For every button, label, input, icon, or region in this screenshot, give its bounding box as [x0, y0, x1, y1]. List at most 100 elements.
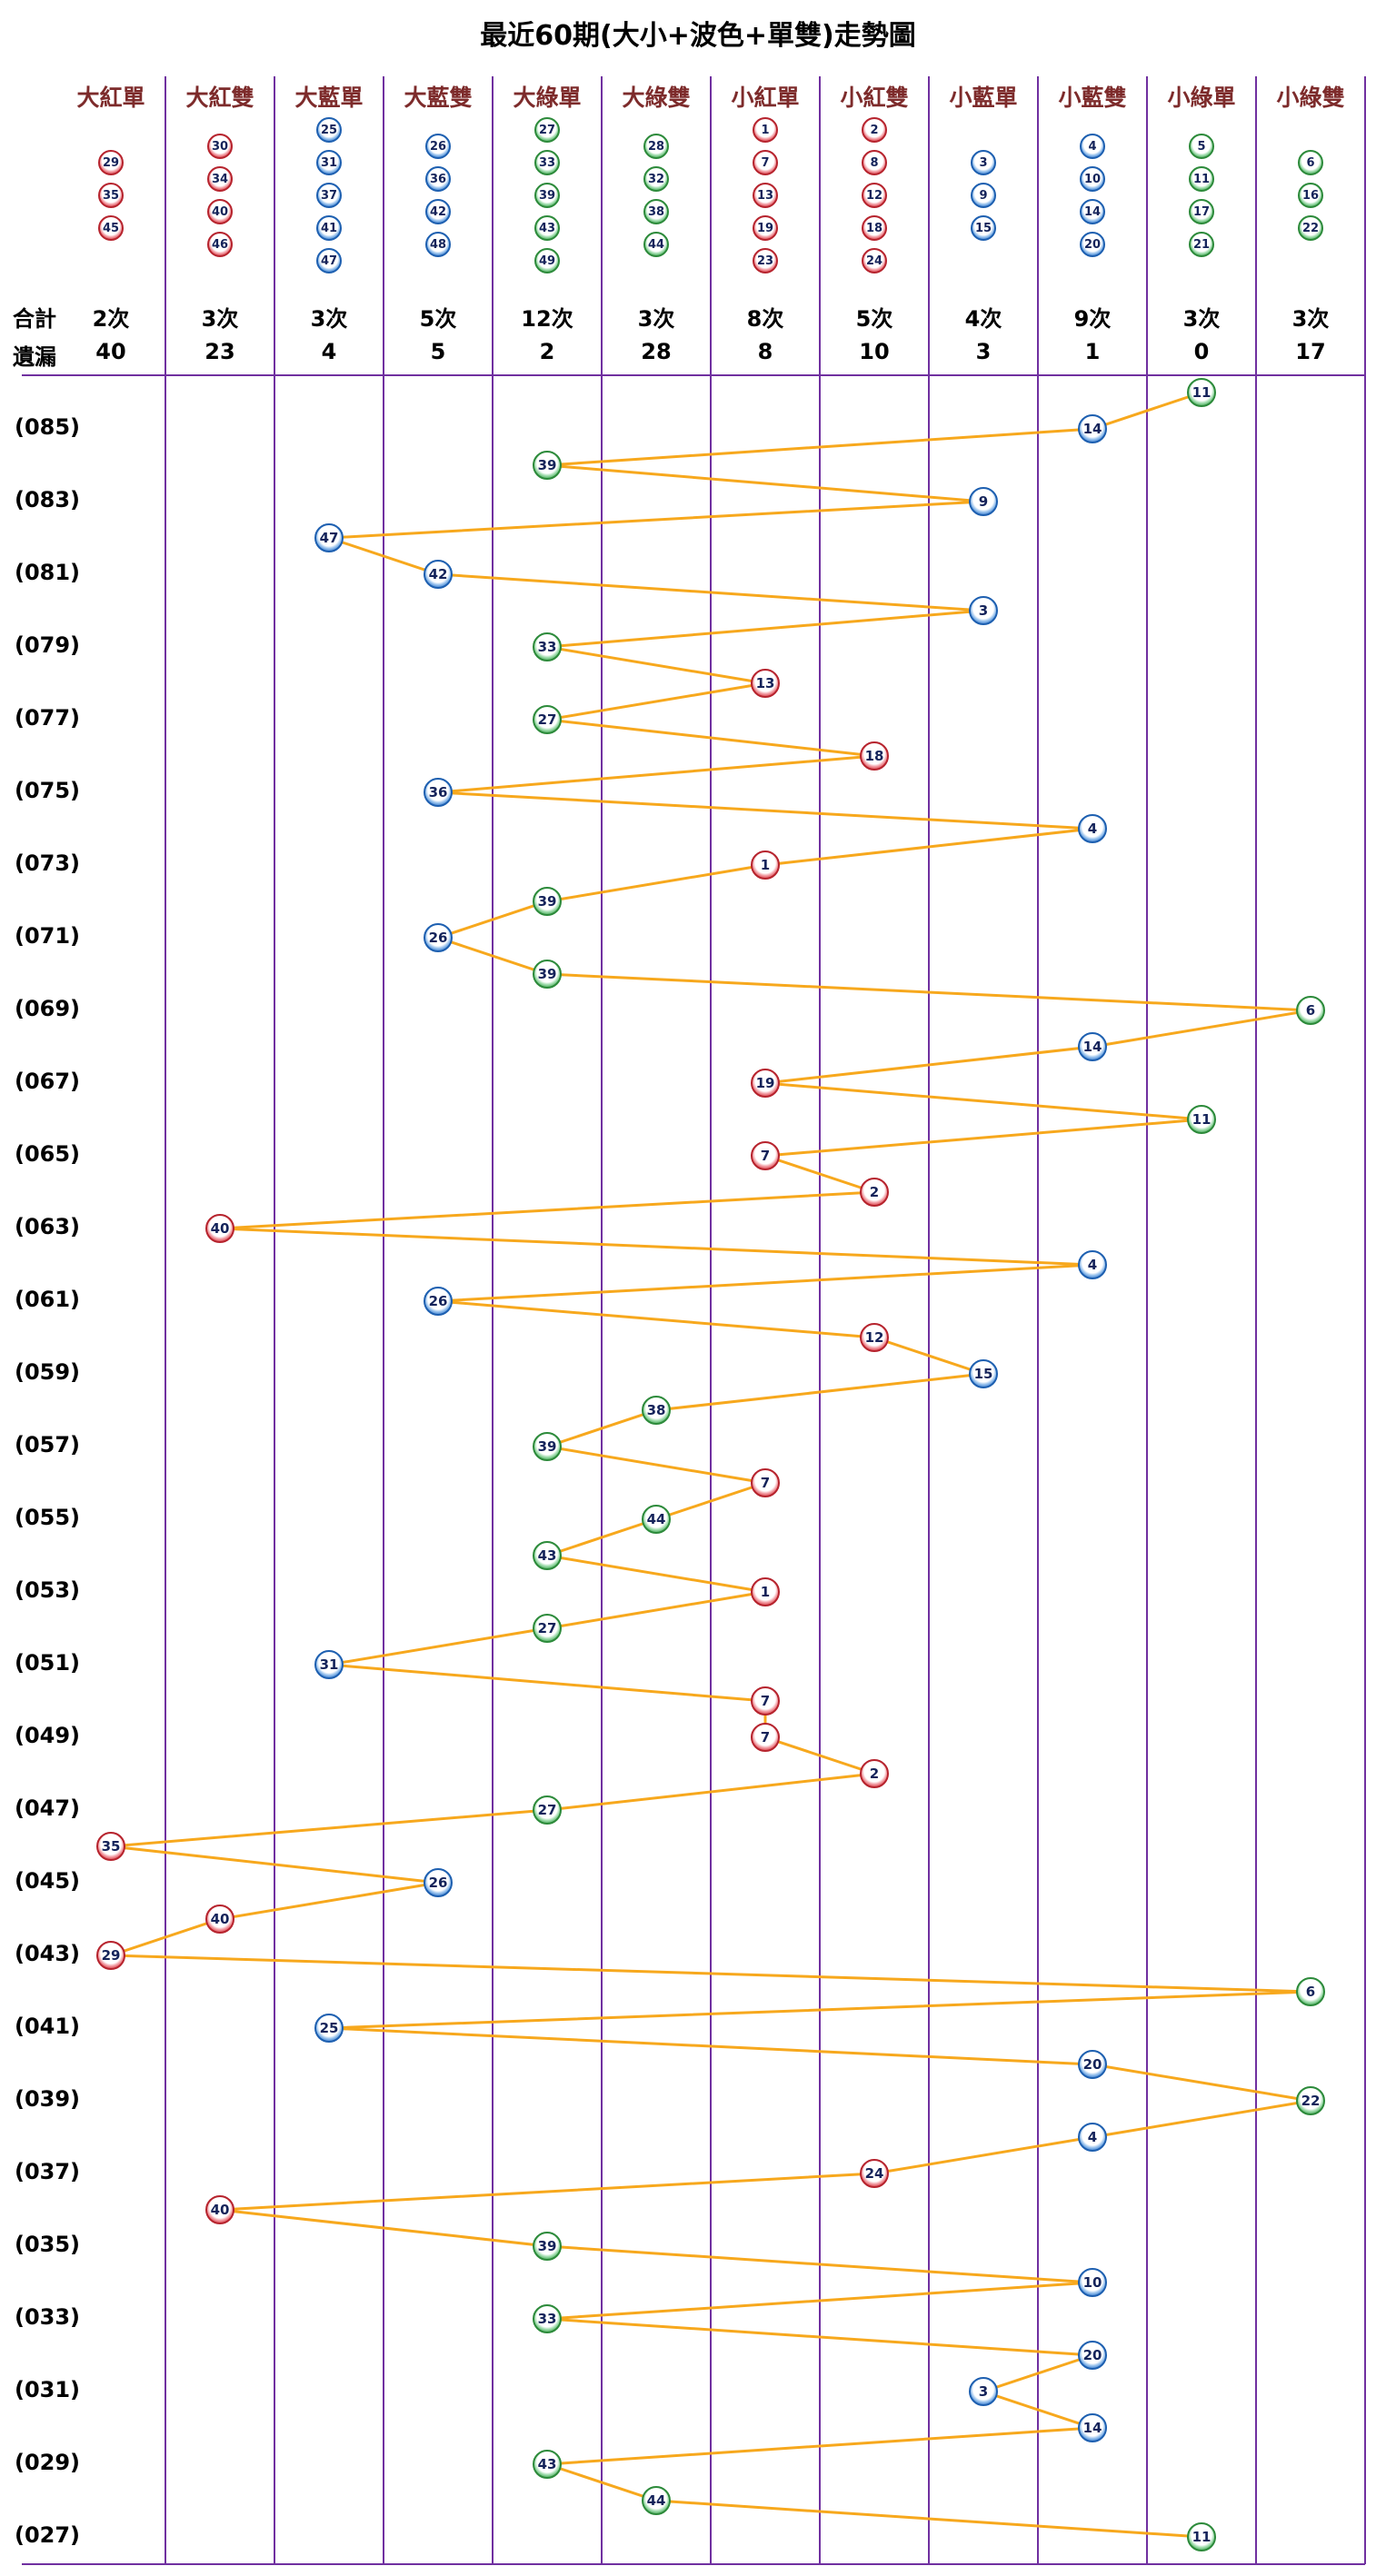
- chart-ball: 43: [533, 2450, 562, 2479]
- chart-ball: 6: [1296, 996, 1325, 1025]
- chart-ball: 33: [533, 632, 562, 661]
- chart-ball: 43: [533, 1541, 562, 1570]
- total-value: 3次: [310, 306, 348, 332]
- chart-ball: 10: [1078, 2268, 1107, 2297]
- chart-ball: 20: [1078, 2341, 1107, 2370]
- chart-ball: 27: [533, 1614, 562, 1643]
- category-ball: 23: [753, 248, 778, 274]
- chart-ball: 13: [751, 669, 780, 698]
- category-ball: 15: [971, 215, 996, 241]
- chart-ball: 38: [642, 1396, 671, 1425]
- chart-ball: 42: [424, 560, 453, 589]
- period-label: (045): [14, 1868, 81, 1894]
- period-label: (043): [14, 1941, 81, 1966]
- category-ball: 12: [862, 183, 887, 208]
- chart-ball: 40: [205, 1905, 234, 1934]
- chart-ball: 14: [1078, 414, 1107, 443]
- chart-ball: 4: [1078, 1250, 1107, 1279]
- category-ball: 8: [862, 150, 887, 175]
- category-ball: 38: [643, 199, 669, 224]
- column-header: 小藍雙: [1058, 85, 1127, 111]
- total-value: 8次: [746, 306, 784, 332]
- period-label: (063): [14, 1214, 81, 1239]
- category-ball: 4: [1080, 134, 1105, 159]
- chart-ball: 7: [751, 1686, 780, 1716]
- chart-ball: 3: [969, 596, 998, 625]
- chart-ball: 39: [533, 2232, 562, 2261]
- category-ball: 24: [862, 248, 887, 274]
- category-ball: 32: [643, 166, 669, 192]
- chart-ball: 1: [751, 1577, 780, 1606]
- period-label: (071): [14, 923, 81, 949]
- chart-ball: 29: [96, 1941, 125, 1970]
- chart-ball: 19: [751, 1069, 780, 1098]
- chart-ball: 24: [860, 2159, 889, 2188]
- category-ball: 21: [1189, 232, 1214, 257]
- chart-ball: 4: [1078, 2123, 1107, 2152]
- column-header: 小紅單: [731, 85, 800, 111]
- miss-value: 5: [430, 339, 446, 364]
- chart-ball: 44: [642, 2486, 671, 2515]
- chart-ball: 9: [969, 487, 998, 516]
- category-ball: 9: [971, 183, 996, 208]
- chart-ball: 20: [1078, 2050, 1107, 2079]
- chart-ball: 33: [533, 2304, 562, 2333]
- category-ball: 33: [534, 150, 560, 175]
- chart-ball: 11: [1187, 2522, 1216, 2551]
- chart-ball: 4: [1078, 814, 1107, 843]
- column-header: 大藍雙: [404, 85, 473, 111]
- chart-ball: 25: [314, 2014, 344, 2043]
- category-ball: 27: [534, 117, 560, 143]
- total-value: 4次: [964, 306, 1002, 332]
- chart-ball: 31: [314, 1650, 344, 1679]
- chart-ball: 26: [424, 1287, 453, 1316]
- category-ball: 42: [425, 199, 451, 224]
- trend-polyline: [110, 391, 1311, 2539]
- chart-ball: 39: [533, 1432, 562, 1461]
- period-label: (073): [14, 850, 81, 876]
- total-value: 12次: [521, 306, 573, 332]
- period-label: (057): [14, 1432, 81, 1457]
- miss-row-label: 遺漏: [13, 344, 56, 370]
- chart-ball: 2: [860, 1178, 889, 1207]
- period-label: (033): [14, 2304, 81, 2330]
- category-ball: 11: [1189, 166, 1214, 192]
- category-ball: 29: [98, 150, 124, 175]
- category-ball: 40: [207, 199, 233, 224]
- period-label: (039): [14, 2086, 81, 2112]
- period-label: (067): [14, 1069, 81, 1094]
- category-ball: 20: [1080, 232, 1105, 257]
- column-header: 小紅雙: [840, 85, 909, 111]
- miss-value: 23: [204, 339, 235, 364]
- chart-ball: 15: [969, 1359, 998, 1388]
- chart-ball: 11: [1187, 1105, 1216, 1134]
- period-label: (065): [14, 1141, 81, 1167]
- category-ball: 28: [643, 134, 669, 159]
- miss-value: 8: [757, 339, 773, 364]
- miss-value: 4: [321, 339, 337, 364]
- miss-value: 0: [1193, 339, 1210, 364]
- period-label: (069): [14, 996, 81, 1021]
- miss-value: 1: [1084, 339, 1101, 364]
- period-label: (083): [14, 487, 81, 512]
- category-ball: 37: [316, 183, 342, 208]
- category-ball: 17: [1189, 199, 1214, 224]
- category-ball: 7: [753, 150, 778, 175]
- miss-value: 2: [539, 339, 555, 364]
- category-ball: 43: [534, 215, 560, 241]
- chart-ball: 44: [642, 1505, 671, 1534]
- category-ball: 31: [316, 150, 342, 175]
- chart-ball: 27: [533, 1795, 562, 1825]
- category-ball: 30: [207, 134, 233, 159]
- chart-ball: 7: [751, 1468, 780, 1497]
- period-label: (035): [14, 2232, 81, 2257]
- column-header: 大綠單: [513, 85, 582, 111]
- chart-ball: 40: [205, 2195, 234, 2224]
- category-ball: 3: [971, 150, 996, 175]
- total-value: 9次: [1073, 306, 1112, 332]
- period-label: (055): [14, 1505, 81, 1530]
- category-ball: 1: [753, 117, 778, 143]
- miss-value: 17: [1295, 339, 1326, 364]
- category-ball: 18: [862, 215, 887, 241]
